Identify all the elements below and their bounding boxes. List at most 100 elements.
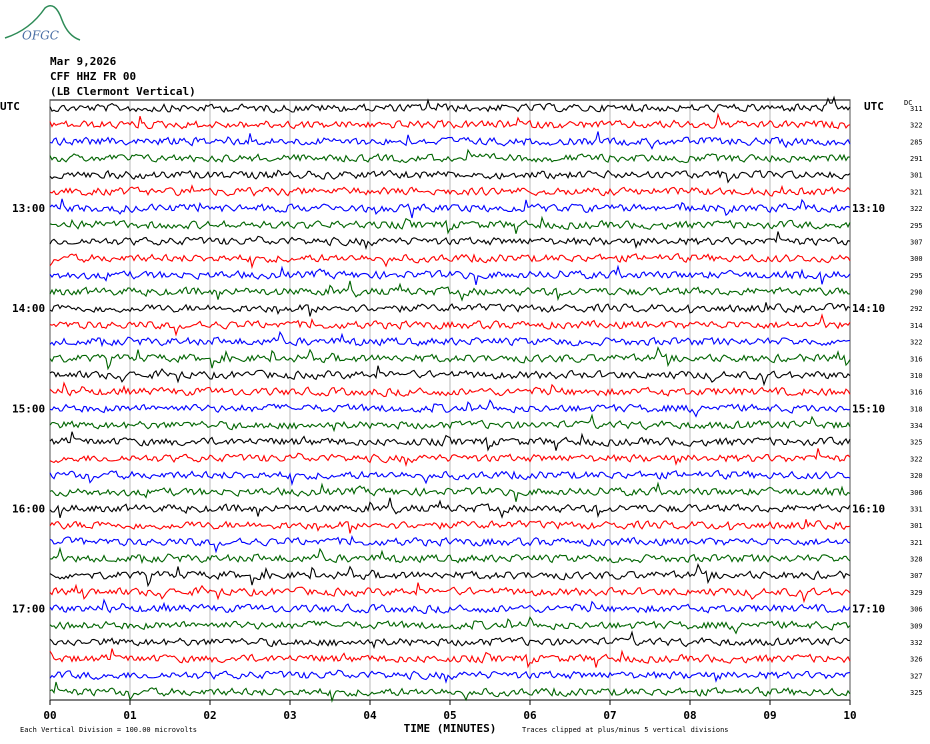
trace <box>49 215 851 235</box>
trace <box>49 481 851 502</box>
dc-value: 327 <box>910 672 923 680</box>
dc-value: 301 <box>910 522 923 530</box>
dc-value: 311 <box>910 105 923 113</box>
footer-right: Traces clipped at plus/minus 5 vertical … <box>522 726 729 734</box>
trace <box>49 535 851 554</box>
dc-value: 321 <box>910 188 923 196</box>
dc-value: 307 <box>910 238 923 246</box>
dc-value: 292 <box>910 305 923 313</box>
location: (LB Clermont Vertical) <box>50 85 196 98</box>
dc-value: 309 <box>910 622 923 630</box>
dc-value: 322 <box>910 122 923 130</box>
trace <box>49 582 851 604</box>
dc-value: 307 <box>910 572 923 580</box>
trace <box>49 598 851 614</box>
right-time-label: 17:10 <box>852 603 885 616</box>
x-tick-label: 04 <box>363 709 377 722</box>
dc-value: 306 <box>910 489 923 497</box>
left-time-label: 16:00 <box>12 502 45 515</box>
x-tick-label: 00 <box>43 709 56 722</box>
left-time-label: 17:00 <box>12 603 45 616</box>
x-axis-label: TIME (MINUTES) <box>404 722 497 735</box>
footer-left: Each Vertical Division = 100.00 microvol… <box>20 726 197 734</box>
dc-value: 316 <box>910 389 923 397</box>
trace <box>49 431 851 452</box>
dc-value: 325 <box>910 439 923 447</box>
trace <box>49 264 851 286</box>
logo: OFGC <box>22 29 59 43</box>
dc-value: 328 <box>910 556 923 564</box>
trace <box>49 313 851 337</box>
dc-value: 314 <box>910 322 923 330</box>
trace <box>49 95 851 114</box>
x-tick-label: 03 <box>283 709 296 722</box>
trace <box>49 399 851 418</box>
trace <box>49 469 851 487</box>
trace <box>49 231 851 251</box>
dc-value: 322 <box>910 205 923 213</box>
x-tick-label: 09 <box>763 709 776 722</box>
trace <box>49 169 851 184</box>
trace <box>49 519 851 534</box>
right-time-label: 15:10 <box>852 402 885 415</box>
dc-value: 320 <box>910 472 923 480</box>
trace <box>49 112 851 130</box>
trace <box>49 330 851 348</box>
dc-value: 322 <box>910 339 923 347</box>
trace <box>49 252 851 270</box>
left-axis-label: UTC <box>0 100 20 113</box>
trace <box>49 681 851 703</box>
dc-value: 285 <box>910 138 923 146</box>
trace <box>49 198 851 219</box>
trace <box>49 346 851 371</box>
left-time-label: 14:00 <box>12 302 45 315</box>
x-tick-label: 08 <box>683 709 696 722</box>
left-time-label: 15:00 <box>12 402 45 415</box>
trace <box>49 669 851 684</box>
x-tick-label: 07 <box>603 709 616 722</box>
station: CFF HHZ FR 00 <box>50 70 136 83</box>
trace <box>49 562 851 588</box>
trace <box>49 413 851 433</box>
trace <box>49 497 851 519</box>
dc-value: 318 <box>910 405 923 413</box>
dc-value: 322 <box>910 455 923 463</box>
trace <box>49 131 851 150</box>
right-time-label: 16:10 <box>852 502 885 515</box>
logo-curve <box>4 5 81 41</box>
trace <box>49 280 851 302</box>
dc-value: 331 <box>910 505 923 513</box>
trace <box>49 381 851 398</box>
right-time-label: 14:10 <box>852 302 885 315</box>
dc-value: 326 <box>910 656 923 664</box>
right-header: DC <box>904 99 912 107</box>
left-time-label: 13:00 <box>12 202 45 215</box>
trace <box>49 148 850 164</box>
dc-value: 300 <box>910 255 923 263</box>
x-tick-label: 06 <box>523 709 537 722</box>
trace <box>49 365 851 387</box>
right-time-label: 13:10 <box>852 202 885 215</box>
dc-value: 332 <box>910 639 923 647</box>
x-tick-label: 02 <box>203 709 216 722</box>
x-tick-label: 05 <box>443 709 456 722</box>
trace <box>49 648 851 669</box>
date: Mar 9,2026 <box>50 55 117 68</box>
trace <box>49 448 851 467</box>
dc-value: 291 <box>910 155 923 163</box>
dc-value: 329 <box>910 589 923 597</box>
dc-value: 316 <box>910 355 923 363</box>
dc-value: 306 <box>910 606 923 614</box>
dc-value: 295 <box>910 272 923 280</box>
dc-value: 325 <box>910 689 923 697</box>
dc-value: 290 <box>910 289 923 297</box>
x-tick-label: 10 <box>843 709 856 722</box>
trace <box>49 616 851 635</box>
dc-value: 301 <box>910 172 923 180</box>
trace <box>50 546 851 565</box>
dc-value: 321 <box>910 539 923 547</box>
dc-value: 310 <box>910 372 923 380</box>
trace <box>49 302 851 317</box>
dc-value: 334 <box>910 422 923 430</box>
